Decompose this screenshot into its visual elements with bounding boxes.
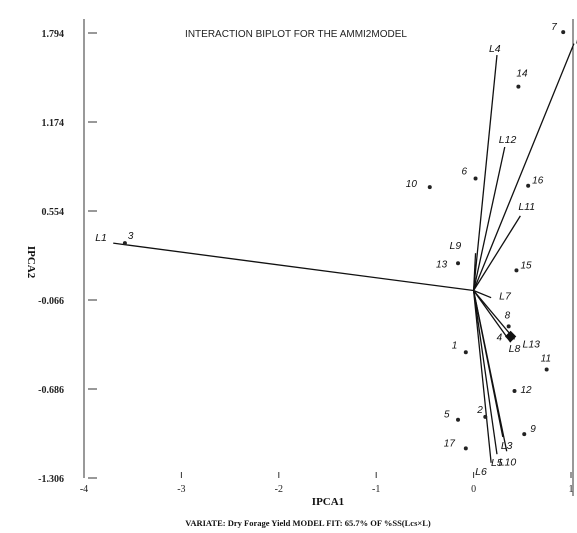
genotype-point [512,389,517,394]
chart-frame [83,19,574,496]
genotype-label: 4 [497,332,503,343]
location-label: L10 [499,456,517,468]
genotype-label: 9 [530,424,536,435]
genotype-label: 15 [520,260,532,271]
location-label: L11 [518,201,535,213]
location-label: L9 [450,240,462,252]
location-vector-l2 [472,43,575,291]
y-tick-label: 0.554 [42,207,65,218]
genotype-label: 5 [444,410,450,421]
genotype-label: 2 [476,405,483,416]
genotype-point [504,330,517,343]
genotype-point [506,324,511,329]
location-label: L4 [489,43,501,55]
x-axis: -4 -3 -2 -1 0 1 [80,472,574,495]
genotype-label: 1 [452,340,458,351]
genotype-label: 8 [505,310,511,321]
location-vector-l10 [472,290,508,452]
location-label: L13 [523,338,541,350]
x-tick-label: -1 [372,484,380,495]
chart-caption: VARIATE: Dry Forage Yield MODEL FIT: 65.… [185,518,431,528]
x-tick-label: 1 [569,484,574,495]
location-label: L12 [499,134,517,146]
location-vector-l11 [473,215,521,291]
location-vector-l5 [472,290,498,455]
genotype-point [427,185,432,190]
genotype-label: 14 [516,69,528,80]
y-axis-label: IPCA2 [25,246,37,279]
genotype-point [473,176,478,181]
genotype-point [483,414,488,419]
location-vectors: L1 L2 L3 L4 L5 L6 L7 L8 L9 L10 L11 L12 L13 [95,35,577,478]
location-label: L8 [509,343,521,355]
location-vector-l1 [113,242,474,292]
location-label: L2 [576,35,577,47]
y-tick-label: -0.686 [38,385,64,396]
genotype-label: 10 [406,179,418,190]
x-tick-label: -4 [80,484,88,495]
genotype-point [456,261,461,266]
x-tick-label: -3 [177,484,185,495]
location-label: L1 [95,232,107,244]
location-label: L7 [499,291,512,303]
location-label: L5 [491,457,503,469]
genotype-point [514,268,519,273]
y-tick-label: -1.306 [38,474,64,485]
genotype-label: 7 [551,22,557,33]
genotype-point [561,30,566,35]
y-tick-label: 1.174 [42,118,65,129]
y-tick-label: -0.066 [38,296,64,307]
genotype-point [544,367,549,372]
location-vector-l6 [472,290,492,463]
location-label: L3 [501,440,513,452]
genotype-point [463,446,468,451]
genotype-point [122,241,127,246]
genotype-label: 13 [436,259,448,270]
genotype-point [526,183,531,188]
genotype-label: 6 [462,167,468,178]
chart-title: INTERACTION BIPLOT FOR THE AMMI2MODEL [185,29,407,40]
y-axis: 1.794 1.174 0.554 -0.066 -0.686 -1.306 [38,29,97,485]
x-tick-label: 0 [471,484,476,495]
location-vector-l13 [473,290,516,340]
genotype-label: 16 [532,176,544,187]
x-tick-label: -2 [275,484,283,495]
genotype-point [463,350,468,355]
genotype-label: 12 [521,385,533,396]
genotype-label: 17 [444,438,456,449]
location-vector-l8 [473,290,512,343]
location-vector-l7 [473,289,492,299]
genotype-label: 3 [128,231,134,242]
y-tick-label: 1.794 [42,29,65,40]
genotype-point [522,432,527,437]
location-vector-l12 [472,146,506,291]
genotype-point [456,417,461,422]
genotype-label: 11 [541,353,551,364]
location-vector-l4 [472,55,498,291]
x-axis-label: IPCA1 [312,496,344,508]
genotype-point [516,84,521,89]
location-vector-l9 [472,253,477,291]
location-label: L6 [475,466,487,478]
